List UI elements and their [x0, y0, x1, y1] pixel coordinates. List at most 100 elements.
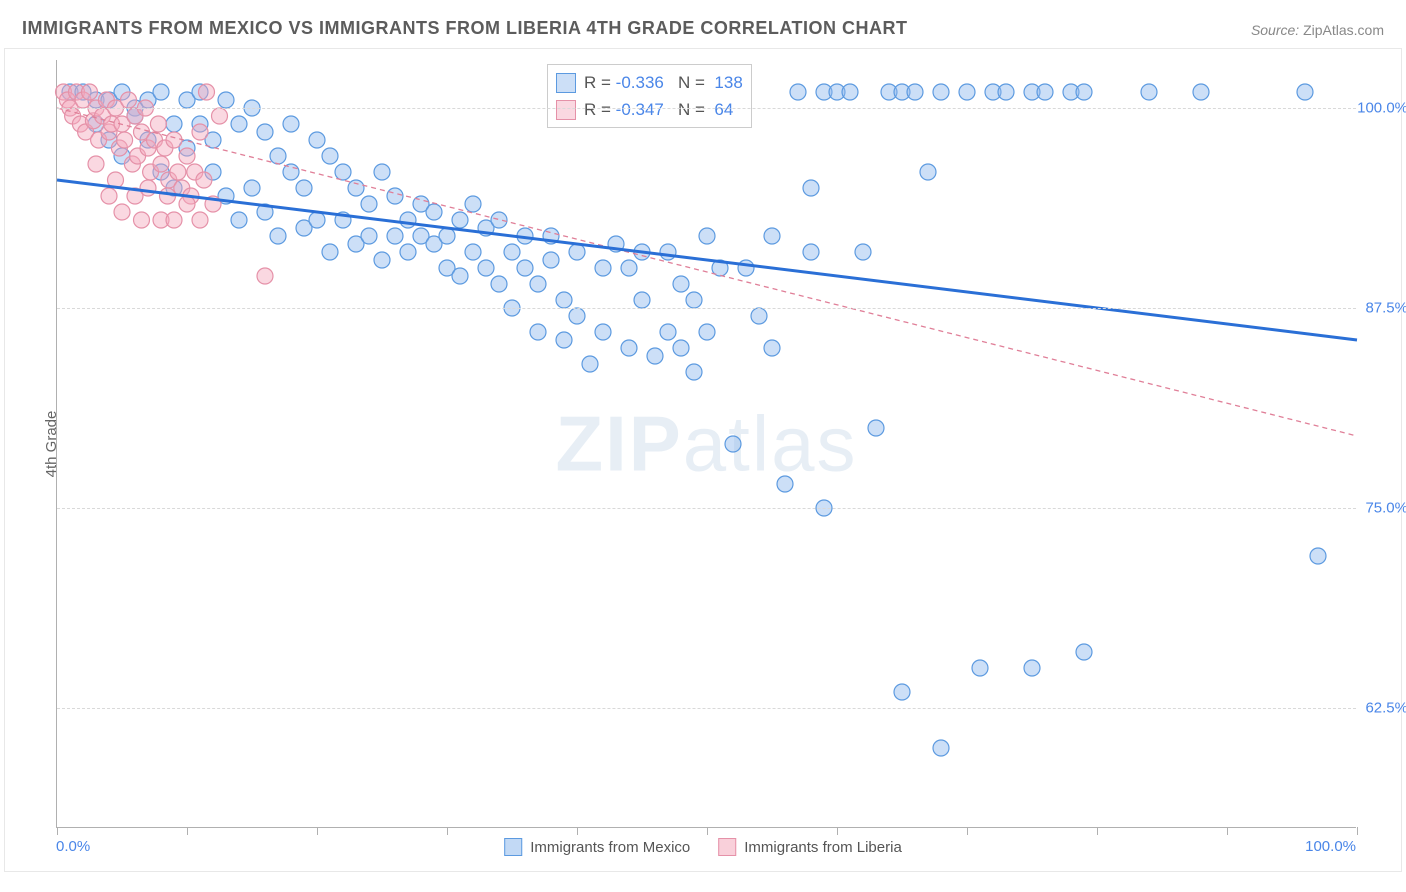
legend-text: R = -0.336 N = 138 [584, 69, 743, 96]
data-point [283, 116, 299, 132]
data-point [335, 164, 351, 180]
data-point [179, 196, 195, 212]
x-tick [1357, 827, 1358, 835]
gridline-h [57, 708, 1356, 709]
data-point [1024, 660, 1040, 676]
data-point [933, 740, 949, 756]
y-tick-label: 62.5% [1365, 700, 1406, 717]
x-tick [1227, 827, 1228, 835]
y-tick-label: 100.0% [1357, 100, 1406, 117]
correlation-legend: R = -0.336 N = 138R = -0.347 N = 64 [547, 64, 752, 128]
data-point [348, 180, 364, 196]
x-tick [707, 827, 708, 835]
data-point [998, 84, 1014, 100]
data-point [196, 172, 212, 188]
data-point [199, 84, 215, 100]
data-point [322, 148, 338, 164]
data-point [270, 148, 286, 164]
data-point [595, 324, 611, 340]
data-point [738, 260, 754, 276]
legend-item: Immigrants from Mexico [504, 838, 690, 856]
x-tick [1097, 827, 1098, 835]
data-point [117, 132, 133, 148]
source-attribution: Source: ZipAtlas.com [1251, 22, 1384, 38]
data-point [595, 260, 611, 276]
legend-bottom: Immigrants from Mexico Immigrants from Li… [504, 838, 902, 856]
data-point [192, 124, 208, 140]
data-point [582, 356, 598, 372]
data-point [140, 180, 156, 196]
legend-row: R = -0.347 N = 64 [556, 96, 743, 123]
data-point [465, 196, 481, 212]
data-point [1297, 84, 1313, 100]
data-point [517, 260, 533, 276]
data-point [933, 84, 949, 100]
data-point [673, 276, 689, 292]
data-point [686, 364, 702, 380]
legend-label: Immigrants from Mexico [530, 839, 690, 856]
data-point [231, 212, 247, 228]
data-point [452, 212, 468, 228]
data-point [1193, 84, 1209, 100]
data-point [387, 188, 403, 204]
data-point [803, 244, 819, 260]
data-point [160, 188, 176, 204]
data-point [907, 84, 923, 100]
data-point [134, 212, 150, 228]
gridline-h [57, 508, 1356, 509]
x-tick [187, 827, 188, 835]
data-point [309, 132, 325, 148]
data-point [270, 228, 286, 244]
data-point [88, 156, 104, 172]
data-point [894, 684, 910, 700]
x-axis-max-label: 100.0% [1305, 838, 1356, 855]
regression-line [57, 108, 1357, 436]
data-point [1076, 84, 1092, 100]
data-point [699, 324, 715, 340]
legend-swatch [556, 100, 576, 120]
gridline-h [57, 108, 1356, 109]
data-point [634, 292, 650, 308]
data-point [400, 244, 416, 260]
legend-item: Immigrants from Liberia [718, 838, 902, 856]
legend-swatch [718, 838, 736, 856]
data-point [257, 124, 273, 140]
plot-area: ZIPatlas R = -0.336 N = 138R = -0.347 N … [56, 60, 1356, 828]
data-point [751, 308, 767, 324]
data-point [842, 84, 858, 100]
data-point [170, 164, 186, 180]
x-axis-min-label: 0.0% [56, 838, 90, 855]
data-point [569, 308, 585, 324]
legend-label: Immigrants from Liberia [744, 839, 902, 856]
data-point [153, 156, 169, 172]
data-point [491, 212, 507, 228]
data-point [569, 244, 585, 260]
data-point [257, 268, 273, 284]
data-point [673, 340, 689, 356]
y-tick-label: 87.5% [1365, 300, 1406, 317]
data-point [153, 84, 169, 100]
data-point [400, 212, 416, 228]
data-point [556, 332, 572, 348]
data-point [374, 164, 390, 180]
data-point [621, 340, 637, 356]
data-point [855, 244, 871, 260]
data-point [504, 244, 520, 260]
chart-svg [57, 60, 1356, 827]
data-point [556, 292, 572, 308]
data-point [920, 164, 936, 180]
data-point [660, 244, 676, 260]
chart-title: IMMIGRANTS FROM MEXICO VS IMMIGRANTS FRO… [22, 18, 907, 39]
data-point [647, 348, 663, 364]
gridline-h [57, 308, 1356, 309]
legend-swatch [556, 73, 576, 93]
x-tick [57, 827, 58, 835]
data-point [166, 132, 182, 148]
data-point [452, 268, 468, 284]
data-point [465, 244, 481, 260]
data-point [218, 92, 234, 108]
data-point [1037, 84, 1053, 100]
y-tick-label: 75.0% [1365, 500, 1406, 517]
data-point [777, 476, 793, 492]
legend-swatch [504, 838, 522, 856]
